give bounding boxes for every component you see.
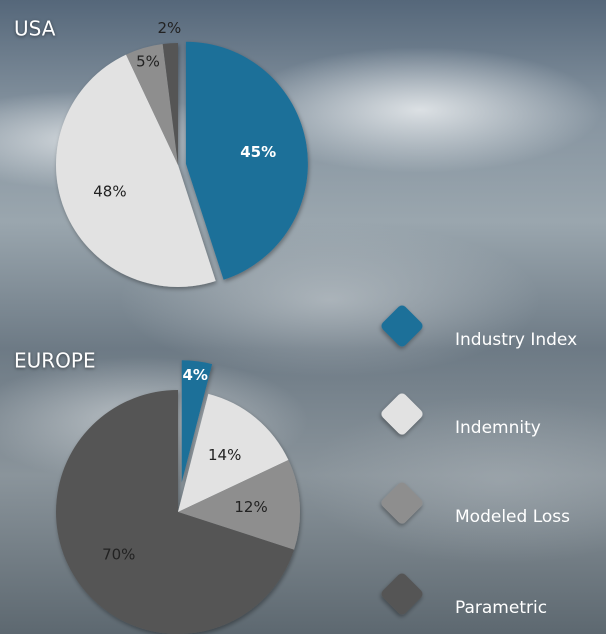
legend-marker (379, 391, 424, 436)
data-label: 5% (136, 52, 160, 70)
legend-label: Indemnity (455, 418, 541, 438)
legend-marker (379, 480, 424, 525)
legend-marker (379, 571, 424, 616)
chart: USA 45% 48% 5% 2% EUROPE 4% 14% 12% 70% Industry I… (0, 0, 606, 634)
data-label: 4% (182, 366, 207, 384)
infographic: USA 45% 48% 5% 2% EUROPE 4% 14% 12% 70% Industry I… (0, 0, 606, 634)
data-label: 12% (234, 498, 267, 516)
data-label: 45% (240, 143, 276, 161)
pie (56, 42, 308, 287)
legend-label: Industry Index (455, 330, 577, 350)
chart-title: EUROPE (14, 349, 96, 373)
legend-label: Parametric (455, 598, 547, 618)
data-label: 70% (102, 546, 135, 564)
data-label: 14% (208, 446, 241, 464)
data-label: 2% (158, 19, 182, 37)
chart-title: USA (14, 17, 56, 41)
data-label: 48% (93, 182, 126, 200)
legend-label: Modeled Loss (455, 507, 570, 527)
legend-marker (379, 303, 424, 348)
